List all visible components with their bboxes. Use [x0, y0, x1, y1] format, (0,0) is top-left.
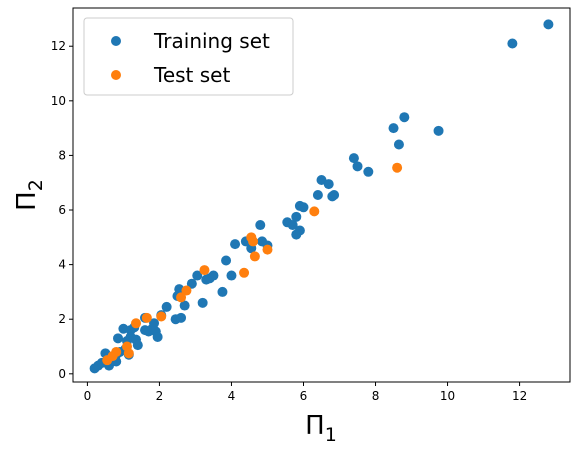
point-training-set-69 — [543, 19, 554, 30]
ticks-layer: 0 2 4 6 8 10 12 0 2 4 6 8 10 12 — [51, 39, 528, 403]
y-tick-label-2: 2 — [58, 312, 66, 326]
point-training-set-55 — [298, 202, 309, 213]
point-training-set-33 — [179, 300, 190, 311]
point-test-set-14 — [249, 251, 260, 262]
x-tick-label-10: 10 — [440, 389, 455, 403]
point-training-set-35 — [192, 270, 203, 281]
point-test-set-15 — [262, 244, 273, 255]
x-axis-label-subscript: 1 — [325, 424, 337, 446]
x-tick-label-4: 4 — [228, 389, 236, 403]
point-training-set-52 — [291, 211, 302, 222]
point-training-set-41 — [221, 255, 232, 266]
point-test-set-10 — [199, 265, 210, 276]
point-training-set-39 — [208, 270, 219, 281]
point-training-set-46 — [255, 220, 266, 231]
point-training-set-26 — [152, 331, 163, 342]
legend-marker-training-set — [111, 36, 121, 46]
y-axis-label: Π2 — [12, 179, 47, 211]
point-training-set-36 — [197, 297, 208, 308]
x-tick-label-12: 12 — [512, 389, 527, 403]
legend: Training set Test set — [83, 17, 294, 96]
point-test-set-6 — [141, 312, 152, 323]
point-training-set-9 — [113, 333, 124, 344]
points-layer — [89, 19, 554, 374]
point-training-set-32 — [176, 312, 187, 323]
point-training-set-50 — [287, 220, 298, 231]
x-tick-label-0: 0 — [84, 389, 92, 403]
y-tick-label-4: 4 — [58, 258, 66, 272]
point-training-set-53 — [294, 225, 305, 236]
point-training-set-19 — [132, 340, 143, 351]
point-test-set-9 — [181, 285, 192, 296]
y-tick-label-6: 6 — [58, 203, 66, 217]
point-test-set-17 — [392, 162, 403, 173]
point-training-set-42 — [226, 270, 237, 281]
point-test-set-16 — [309, 206, 320, 217]
point-test-set-4 — [123, 348, 134, 359]
y-axis-label-subscript: 2 — [25, 179, 47, 191]
point-test-set-7 — [156, 311, 167, 322]
y-tick-label-10: 10 — [51, 94, 66, 108]
point-training-set-56 — [312, 190, 323, 200]
x-tick-label-2: 2 — [156, 389, 164, 403]
legend-marker-test-set — [111, 70, 121, 80]
point-test-set-8 — [176, 292, 187, 303]
y-axis-label-main: Π — [12, 191, 42, 211]
point-training-set-58 — [323, 179, 334, 190]
x-tick-label-8: 8 — [372, 389, 380, 403]
x-tick-label-6: 6 — [300, 389, 308, 403]
point-training-set-24 — [149, 318, 160, 329]
point-training-set-43 — [230, 239, 241, 250]
y-tick-label-8: 8 — [58, 148, 66, 162]
point-training-set-61 — [348, 153, 359, 164]
axes-frame — [72, 7, 571, 383]
point-training-set-66 — [399, 112, 410, 123]
y-tick-label-0: 0 — [58, 367, 66, 381]
point-test-set-2 — [111, 346, 122, 357]
x-axis-label-main: Π — [305, 411, 325, 441]
point-training-set-28 — [161, 301, 172, 312]
point-training-set-64 — [388, 123, 399, 134]
point-test-set-13 — [248, 236, 259, 247]
point-training-set-65 — [393, 139, 404, 150]
legend-box — [83, 17, 294, 96]
point-training-set-62 — [352, 161, 363, 172]
point-test-set-11 — [239, 267, 250, 278]
point-training-set-60 — [329, 190, 340, 200]
legend-label-training-set: Training set — [153, 29, 270, 53]
point-training-set-34 — [186, 278, 197, 289]
point-training-set-40 — [217, 286, 228, 297]
point-training-set-67 — [433, 125, 444, 136]
legend-label-test-set: Test set — [153, 63, 230, 87]
point-training-set-63 — [363, 166, 374, 177]
x-axis-label: Π1 — [305, 411, 337, 446]
point-test-set-5 — [131, 318, 142, 329]
point-training-set-68 — [507, 38, 518, 49]
y-tick-label-12: 12 — [51, 39, 66, 53]
